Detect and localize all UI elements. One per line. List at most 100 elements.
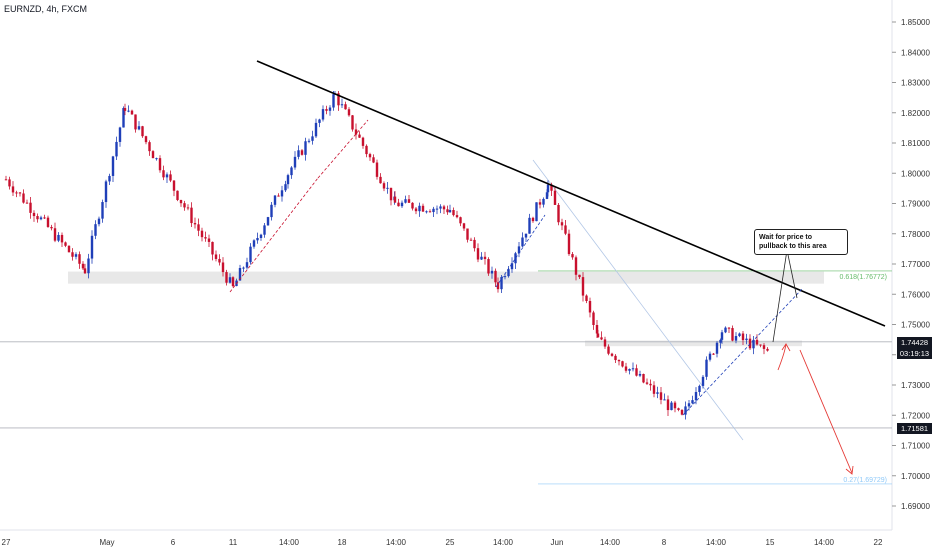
candle-body: [197, 224, 200, 231]
descending-trendline: [256, 60, 886, 327]
candle-body: [123, 108, 127, 111]
candle-body: [645, 382, 649, 384]
candle-body: [130, 110, 134, 115]
candle-body: [666, 399, 670, 411]
candle-body: [480, 256, 483, 260]
candle-body: [263, 225, 266, 235]
candle-body: [4, 179, 8, 181]
candle-body: [507, 269, 510, 277]
candle-body: [673, 402, 677, 409]
candle-body: [211, 241, 214, 255]
candle-body: [375, 162, 379, 177]
candle-body: [393, 196, 397, 203]
candle-body: [659, 392, 663, 400]
candle-body: [483, 256, 487, 260]
candle-body: [325, 109, 328, 111]
candle-body: [701, 376, 705, 386]
candle-body: [270, 204, 273, 218]
candle-body: [179, 199, 183, 204]
candle-body: [670, 402, 673, 411]
y-tick-label: 1.79000: [901, 200, 930, 209]
candle-body: [698, 385, 701, 393]
projection-arrow-head: [845, 465, 854, 475]
candle-body: [361, 137, 365, 146]
fib-027-label: 0.27(1.69729): [843, 477, 887, 484]
candle-body: [734, 336, 738, 341]
candle-body: [724, 327, 727, 333]
candle-body: [141, 126, 144, 137]
candle-body: [538, 202, 542, 205]
candle-body: [293, 156, 297, 168]
current-price-tag: 1.74428: [897, 337, 932, 348]
candle-body: [455, 215, 459, 218]
candle-body: [204, 237, 207, 239]
dashed-trendline-3: [495, 214, 546, 288]
candle-body: [218, 258, 221, 263]
bounce-arrow-head: [781, 343, 791, 352]
candle-body: [214, 254, 218, 259]
candle-body: [11, 186, 15, 193]
candle-body: [314, 122, 318, 137]
candle-body: [358, 134, 361, 138]
candle-body: [122, 108, 125, 128]
x-tick-label: Jun: [551, 538, 564, 547]
candle-body: [425, 211, 428, 213]
candle-body: [186, 207, 190, 209]
countdown-tag: 03:19:13: [897, 348, 932, 359]
candle-body: [300, 150, 304, 155]
candle-body: [720, 332, 724, 340]
x-tick-label: 8: [662, 538, 667, 547]
candle-body: [104, 181, 108, 203]
candle-body: [421, 205, 425, 212]
y-tick-label: 1.80000: [901, 169, 930, 178]
candle-body: [372, 157, 375, 163]
candle-body: [531, 217, 535, 222]
candle-body: [169, 174, 172, 181]
candle-body: [428, 211, 432, 213]
candle-body: [337, 93, 340, 106]
candle-body: [407, 199, 411, 203]
candle-body: [280, 190, 284, 197]
candle-body: [503, 276, 507, 278]
candle-body: [452, 210, 455, 216]
candle-body: [256, 237, 259, 241]
candle-body: [596, 333, 600, 338]
candle-body: [571, 254, 574, 258]
dashed-trendline-1: [229, 177, 319, 293]
candle-body: [43, 217, 46, 219]
candle-body: [510, 263, 514, 270]
candle-body: [748, 338, 752, 349]
candle-body: [67, 245, 71, 253]
candle-body: [266, 217, 270, 226]
candle-body: [15, 192, 18, 194]
candle-body: [53, 228, 57, 241]
candle-body: [557, 204, 560, 223]
candle-body: [225, 272, 228, 283]
y-tick-label: 1.70000: [901, 472, 930, 481]
candle-body: [592, 312, 595, 325]
candle-body: [193, 223, 197, 225]
candle-body: [245, 262, 249, 268]
candle-body: [273, 195, 277, 205]
candle-body: [631, 368, 635, 370]
candle-body: [603, 339, 607, 347]
fib-618-label: 0.618(1.76772): [840, 274, 887, 281]
candle-body: [624, 366, 628, 371]
y-tick-label: 1.75000: [901, 321, 930, 330]
candle-body: [162, 170, 165, 178]
candle-body: [588, 300, 592, 313]
candle-body: [762, 345, 766, 349]
x-tick-label: 15: [766, 538, 775, 547]
candle-body: [494, 270, 497, 283]
candle-body: [108, 175, 111, 182]
candle-body: [635, 368, 638, 376]
candle-body: [57, 234, 60, 241]
candle-body: [32, 212, 36, 217]
candle-body: [649, 383, 652, 386]
candle-body: [731, 328, 734, 341]
candle-body: [81, 263, 85, 269]
candle-body: [242, 267, 245, 269]
candle-body: [290, 167, 293, 176]
